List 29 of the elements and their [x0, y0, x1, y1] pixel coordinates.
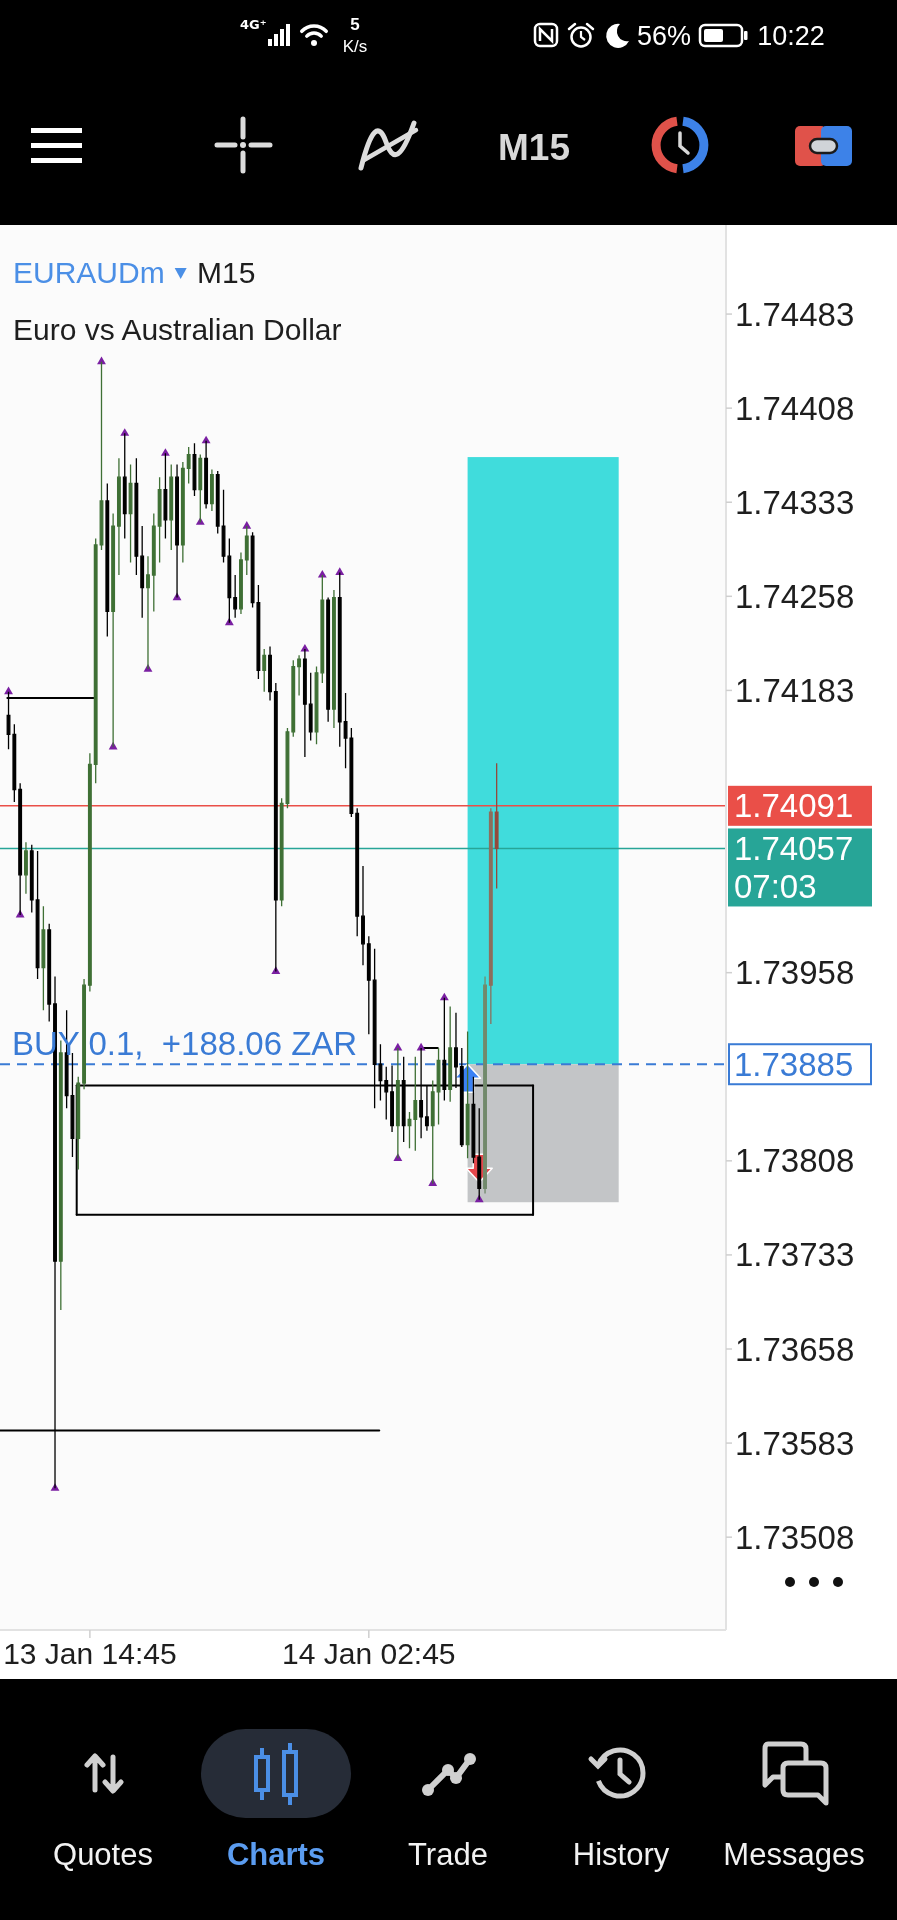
text: 4G⁺: [240, 16, 267, 32]
text: K/s: [342, 36, 368, 56]
text: Messages: [723, 1836, 865, 1872]
text: M15: [498, 126, 570, 168]
text: Euro vs Australian Dollar: [13, 313, 342, 346]
y-tick-label: 1.73508: [735, 1518, 855, 1556]
y-tick-label: 1.74183: [735, 671, 855, 709]
y-tick-label: 1.73808: [735, 1142, 855, 1180]
text: 56%: [636, 21, 692, 52]
y-tick-label: 1.74483: [735, 295, 855, 333]
y-tick-label: 1.74258: [735, 577, 855, 615]
text: Trade: [408, 1836, 488, 1872]
y-tick-label: 1.73958: [735, 954, 855, 992]
y-tick-label: 1.73658: [735, 1330, 855, 1368]
x-tick-label: 13 Jan 14:45: [3, 1636, 177, 1670]
text: 5: [350, 14, 360, 34]
ref-line-label: 1.74091: [734, 787, 854, 825]
x-tick-label: 14 Jan 02:45: [282, 1636, 456, 1670]
y-tick-label: 1.73583: [735, 1424, 855, 1462]
text: Quotes: [53, 1836, 153, 1872]
text: Charts: [226, 1836, 326, 1872]
text: 10:22: [757, 21, 825, 52]
text: History: [572, 1836, 670, 1872]
y-tick-label: 1.74333: [735, 483, 855, 521]
y-tick-label: 1.73733: [735, 1236, 855, 1274]
text: EURAUDm M15: [13, 256, 256, 289]
ref-line-label: 1.73885: [734, 1045, 854, 1083]
ref-line-label: 1.74057 07:03: [734, 830, 863, 906]
y-tick-label: 1.74408: [735, 389, 855, 427]
